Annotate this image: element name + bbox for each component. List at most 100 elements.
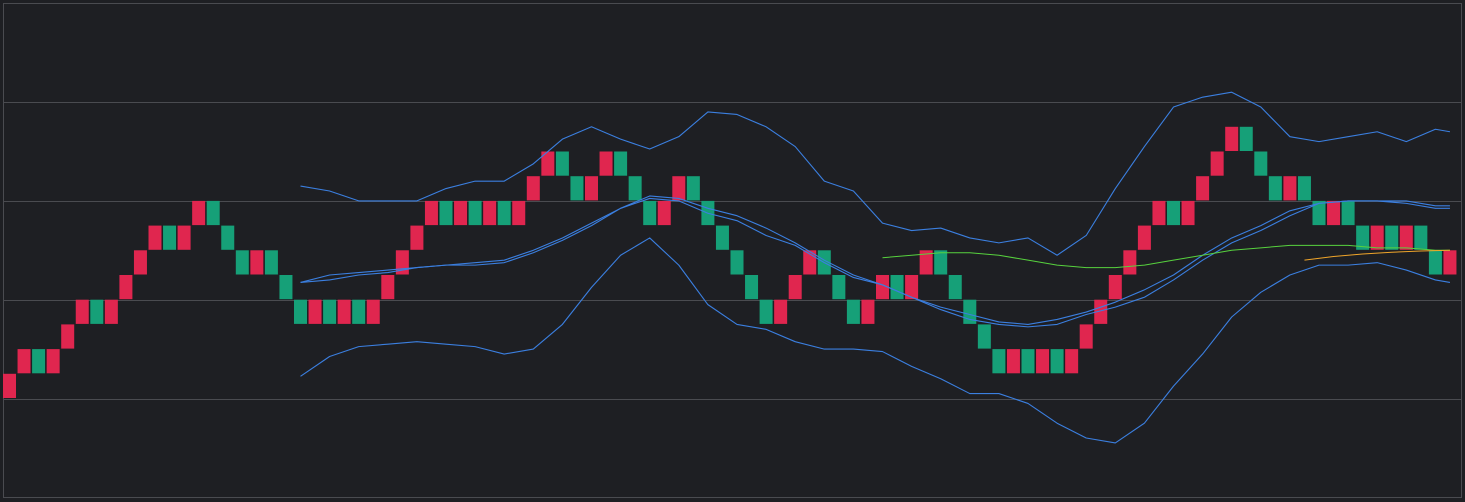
renko-brick-down xyxy=(1167,200,1180,226)
renko-brick-down xyxy=(759,299,773,324)
renko-brick-down xyxy=(323,299,337,324)
renko-brick-up xyxy=(512,200,526,226)
renko-brick-down xyxy=(555,151,569,176)
renko-brick-up xyxy=(61,324,75,349)
renko-brick-down xyxy=(846,299,860,324)
renko-brick-down xyxy=(614,151,628,176)
renko-brick-down xyxy=(439,200,453,226)
grid-lines xyxy=(4,102,1461,400)
renko-brick-down xyxy=(730,250,744,275)
renko-brick-down xyxy=(890,275,904,300)
renko-brick-down xyxy=(235,250,249,275)
renko-brick-up xyxy=(366,299,380,324)
renko-brick-up xyxy=(119,275,133,300)
renko-brick-down xyxy=(745,275,759,300)
renko-brick-up xyxy=(526,176,540,201)
renko-brick-up xyxy=(337,299,351,324)
renko-brick-down xyxy=(90,299,104,324)
renko-brick-up xyxy=(192,200,206,226)
renko-brick-up xyxy=(46,349,60,374)
renko-brick-up xyxy=(1108,275,1122,300)
renko-brick-up xyxy=(672,176,686,201)
renko-brick-up xyxy=(788,275,802,300)
renko-brick-down xyxy=(206,200,220,226)
renko-brick-down xyxy=(992,349,1006,374)
bollinger-lower-line xyxy=(300,237,1451,444)
moving-average-green-line xyxy=(882,244,1450,269)
renko-brick-up xyxy=(133,250,147,275)
renko-brick-up xyxy=(483,200,497,226)
renko-brick-down xyxy=(1414,225,1428,250)
renko-brick-down xyxy=(221,225,235,250)
renko-brick-down xyxy=(686,176,700,201)
renko-brick-up xyxy=(1370,225,1384,250)
renko-brick-down xyxy=(934,250,948,275)
bollinger-upper-line xyxy=(300,91,1451,256)
renko-brick-down xyxy=(468,200,482,226)
renko-brick-down xyxy=(294,299,307,324)
renko-brick-up xyxy=(541,151,555,176)
trend-line-blue xyxy=(300,195,1450,325)
renko-brick-up xyxy=(3,373,16,398)
renko-brick-up xyxy=(410,225,424,250)
renko-brick-down xyxy=(279,275,293,300)
renko-brick-up xyxy=(876,275,889,300)
renko-brick-up xyxy=(1196,176,1210,201)
renko-brick-down xyxy=(1297,176,1311,201)
renko-brick-down xyxy=(1239,126,1253,151)
renko-brick-up xyxy=(1152,200,1166,226)
renko-brick-up xyxy=(1210,151,1224,176)
renko-brick-up xyxy=(381,275,395,300)
renko-brick-down xyxy=(1021,349,1035,374)
plot-border xyxy=(3,3,1462,498)
renko-brick-up xyxy=(1225,126,1239,151)
renko-brick-up xyxy=(657,200,671,226)
renko-brick-up xyxy=(1181,200,1195,226)
renko-brick-down xyxy=(1428,250,1442,275)
renko-brick-up xyxy=(250,250,264,275)
renko-brick-down xyxy=(948,275,962,300)
renko-brick-up xyxy=(148,225,162,250)
indicator-lines xyxy=(300,91,1451,444)
renko-brick-up xyxy=(308,299,322,324)
renko-brick-up xyxy=(1006,349,1020,374)
renko-brick-down xyxy=(1385,225,1399,250)
renko-brick-up xyxy=(1065,349,1079,374)
renko-brick-up xyxy=(905,275,919,300)
renko-brick-up xyxy=(1036,349,1050,374)
renko-brick-up xyxy=(1443,250,1457,275)
renko-brick-down xyxy=(832,275,846,300)
renko-brick-down xyxy=(715,225,729,250)
renko-brick-down xyxy=(1341,200,1355,226)
moving-average-orange-line xyxy=(1304,249,1450,261)
renko-brick-down xyxy=(1268,176,1282,201)
renko-brick-up xyxy=(104,299,118,324)
renko-brick-up xyxy=(585,176,598,201)
renko-brick-down xyxy=(1254,151,1268,176)
renko-brick-down xyxy=(1312,200,1326,226)
renko-brick-up xyxy=(1137,225,1151,250)
renko-brick-up xyxy=(454,200,468,226)
renko-brick-up xyxy=(75,299,89,324)
renko-brick-down xyxy=(1356,225,1370,250)
renko-brick-down xyxy=(264,250,278,275)
renko-brick-up xyxy=(1123,250,1137,275)
renko-brick-up xyxy=(1327,200,1341,226)
renko-brick-down xyxy=(643,200,657,226)
renko-brick-up xyxy=(774,299,788,324)
renko-brick-up xyxy=(1399,225,1413,250)
renko-brick-up xyxy=(919,250,933,275)
renko-brick-up xyxy=(599,151,613,176)
renko-brick-down xyxy=(1050,349,1064,374)
renko-brick-down xyxy=(628,176,642,201)
renko-brick-up xyxy=(177,225,191,250)
renko-brick-down xyxy=(570,176,584,201)
renko-brick-up xyxy=(1283,176,1297,201)
renko-brick-down xyxy=(977,324,991,349)
renko-brick-down xyxy=(32,349,46,374)
renko-brick-down xyxy=(497,200,511,226)
renko-brick-down xyxy=(163,225,177,250)
renko-brick-up xyxy=(17,349,31,374)
